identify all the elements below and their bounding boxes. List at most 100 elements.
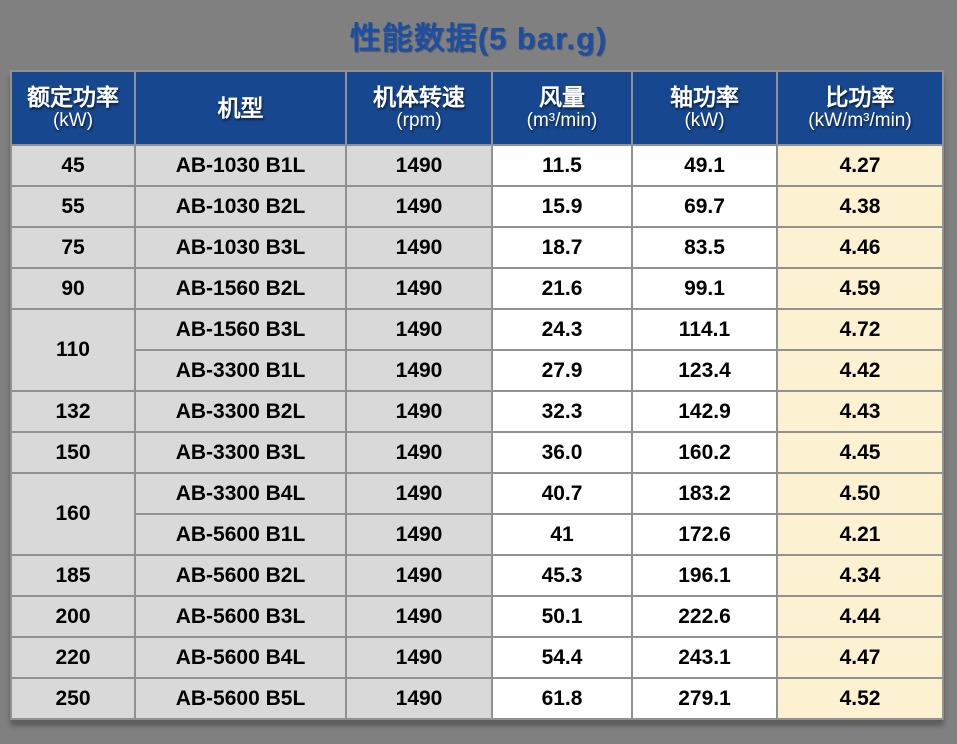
cell-rpm: 1490 bbox=[345, 554, 493, 597]
cell-shaft-power: 183.2 bbox=[631, 472, 778, 515]
cell-flow: 40.7 bbox=[491, 472, 633, 515]
cell-flow: 36.0 bbox=[491, 431, 633, 474]
cell-rated-power: 90 bbox=[10, 267, 136, 310]
cell-rpm: 1490 bbox=[345, 390, 493, 433]
cell-rpm: 1490 bbox=[345, 636, 493, 679]
cell-model: AB-5600 B2L bbox=[134, 554, 347, 597]
table-row: AB-3300 B1L 1490 27.9 123.4 4.42 bbox=[11, 349, 944, 392]
cell-flow: 11.5 bbox=[491, 144, 633, 187]
cell-flow: 18.7 bbox=[491, 226, 633, 269]
cell-rpm: 1490 bbox=[345, 677, 493, 720]
cell-rpm: 1490 bbox=[345, 513, 493, 556]
cell-flow: 45.3 bbox=[491, 554, 633, 597]
table-row: 75 AB-1030 B3L 1490 18.7 83.5 4.46 bbox=[10, 226, 944, 269]
cell-rated-power: 150 bbox=[10, 431, 136, 474]
cell-shaft-power: 69.7 bbox=[631, 185, 778, 228]
cell-model: AB-3300 B2L bbox=[134, 390, 347, 433]
table-row: AB-5600 B1L 1490 41 172.6 4.21 bbox=[11, 513, 944, 556]
cell-model: AB-5600 B5L bbox=[134, 677, 347, 720]
cell-model: AB-1560 B3L bbox=[134, 308, 347, 351]
cell-shaft-power: 160.2 bbox=[631, 431, 778, 474]
cell-flow: 21.6 bbox=[491, 267, 633, 310]
cell-rpm: 1490 bbox=[345, 349, 493, 392]
cell-model: AB-3300 B4L bbox=[134, 472, 347, 515]
cell-specific-power: 4.46 bbox=[776, 226, 944, 269]
cell-model: AB-5600 B1L bbox=[134, 513, 347, 556]
performance-table: 额定功率 (kW) 机型 机体转速 (rpm) 风量 (m³/min) 轴功率 … bbox=[10, 70, 944, 720]
header-title: 机体转速 bbox=[373, 84, 465, 110]
cell-specific-power: 4.52 bbox=[776, 677, 944, 720]
col-header-air-flow: 风量 (m³/min) bbox=[491, 70, 633, 146]
cell-shaft-power: 83.5 bbox=[631, 226, 778, 269]
cell-rated-power: 200 bbox=[10, 595, 136, 638]
header-unit: (kW) bbox=[684, 110, 725, 131]
table-row: 160 AB-3300 B4L 1490 40.7 183.2 4.50 bbox=[10, 472, 944, 556]
cell-shaft-power: 172.6 bbox=[631, 513, 778, 556]
table-row: 110 AB-1560 B3L 1490 24.3 114.1 4.72 bbox=[10, 308, 944, 392]
cell-flow: 27.9 bbox=[491, 349, 633, 392]
title-bar: 性能数据(5 bar.g) bbox=[0, 0, 957, 70]
cell-flow: 24.3 bbox=[491, 308, 633, 351]
table-row: 250 AB-5600 B5L 1490 61.8 279.1 4.52 bbox=[10, 677, 944, 720]
col-header-rotation-speed: 机体转速 (rpm) bbox=[345, 70, 493, 146]
cell-rpm: 1490 bbox=[345, 226, 493, 269]
cell-specific-power: 4.43 bbox=[776, 390, 944, 433]
cell-rated-power: 55 bbox=[10, 185, 136, 228]
cell-flow: 41 bbox=[491, 513, 633, 556]
cell-rpm: 1490 bbox=[345, 472, 493, 515]
header-unit: (m³/min) bbox=[526, 110, 598, 131]
cell-model: AB-1030 B3L bbox=[134, 226, 347, 269]
cell-rated-power: 132 bbox=[10, 390, 136, 433]
header-title: 比功率 bbox=[825, 84, 895, 110]
cell-shaft-power: 123.4 bbox=[631, 349, 778, 392]
cell-rated-power-merged: 160 bbox=[10, 472, 136, 556]
cell-shaft-power: 49.1 bbox=[631, 144, 778, 187]
cell-flow: 61.8 bbox=[491, 677, 633, 720]
header-title: 风量 bbox=[539, 84, 585, 110]
cell-specific-power: 4.72 bbox=[776, 308, 944, 351]
cell-rpm: 1490 bbox=[345, 144, 493, 187]
cell-specific-power: 4.27 bbox=[776, 144, 944, 187]
header-unit: (rpm) bbox=[396, 110, 442, 131]
col-header-specific-power: 比功率 (kW/m³/min) bbox=[776, 70, 944, 146]
cell-rpm: 1490 bbox=[345, 308, 493, 351]
cell-rpm: 1490 bbox=[345, 431, 493, 474]
cell-model: AB-3300 B1L bbox=[134, 349, 347, 392]
header-title: 轴功率 bbox=[670, 84, 739, 110]
cell-specific-power: 4.47 bbox=[776, 636, 944, 679]
cell-shaft-power: 142.9 bbox=[631, 390, 778, 433]
cell-flow: 50.1 bbox=[491, 595, 633, 638]
cell-rpm: 1490 bbox=[345, 267, 493, 310]
col-header-model: 机型 bbox=[134, 70, 347, 146]
cell-specific-power: 4.44 bbox=[776, 595, 944, 638]
cell-specific-power: 4.50 bbox=[776, 472, 944, 515]
cell-model: AB-5600 B4L bbox=[134, 636, 347, 679]
cell-specific-power: 4.42 bbox=[776, 349, 944, 392]
cell-shaft-power: 222.6 bbox=[631, 595, 778, 638]
cell-rated-power: 185 bbox=[10, 554, 136, 597]
cell-model: AB-3300 B3L bbox=[134, 431, 347, 474]
cell-rpm: 1490 bbox=[345, 595, 493, 638]
header-row: 额定功率 (kW) 机型 机体转速 (rpm) 风量 (m³/min) 轴功率 … bbox=[10, 70, 944, 146]
table-row: 185 AB-5600 B2L 1490 45.3 196.1 4.34 bbox=[10, 554, 944, 597]
cell-shaft-power: 196.1 bbox=[631, 554, 778, 597]
table-row: 45 AB-1030 B1L 1490 11.5 49.1 4.27 bbox=[10, 144, 944, 187]
cell-model: AB-1030 B1L bbox=[134, 144, 347, 187]
table-row: 90 AB-1560 B2L 1490 21.6 99.1 4.59 bbox=[10, 267, 944, 310]
cell-rpm: 1490 bbox=[345, 185, 493, 228]
cell-specific-power: 4.34 bbox=[776, 554, 944, 597]
cell-model: AB-1030 B2L bbox=[134, 185, 347, 228]
cell-specific-power: 4.59 bbox=[776, 267, 944, 310]
cell-rated-power: 45 bbox=[10, 144, 136, 187]
cell-specific-power: 4.45 bbox=[776, 431, 944, 474]
header-title: 额定功率 bbox=[27, 84, 119, 110]
cell-flow: 54.4 bbox=[491, 636, 633, 679]
cell-rated-power-merged: 110 bbox=[10, 308, 136, 392]
cell-flow: 32.3 bbox=[491, 390, 633, 433]
table-row: 55 AB-1030 B2L 1490 15.9 69.7 4.38 bbox=[10, 185, 944, 228]
cell-shaft-power: 243.1 bbox=[631, 636, 778, 679]
cell-rated-power: 75 bbox=[10, 226, 136, 269]
table-row: 220 AB-5600 B4L 1490 54.4 243.1 4.47 bbox=[10, 636, 944, 679]
table-row: 200 AB-5600 B3L 1490 50.1 222.6 4.44 bbox=[10, 595, 944, 638]
cell-rated-power: 250 bbox=[10, 677, 136, 720]
